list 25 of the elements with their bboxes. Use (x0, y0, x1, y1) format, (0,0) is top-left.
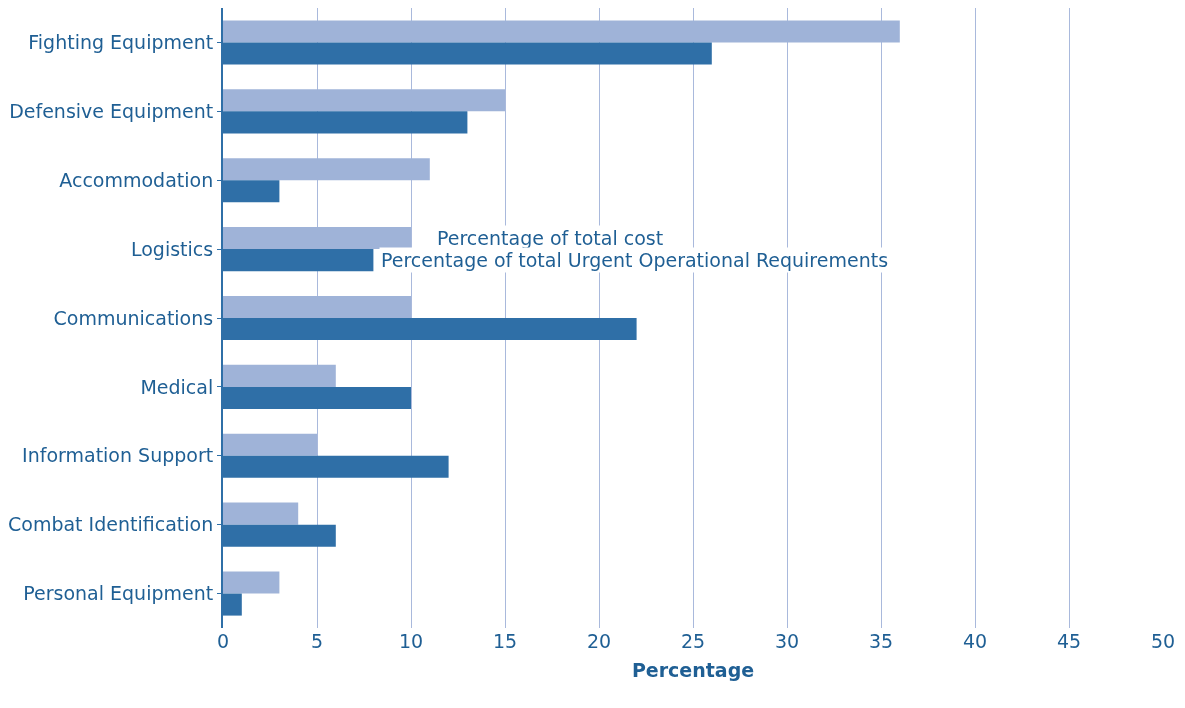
x-tick-label: 40 (962, 630, 988, 652)
bar (223, 502, 299, 525)
x-tick-label: 45 (1056, 630, 1082, 652)
x-tick-label: 0 (216, 630, 230, 652)
y-tick-label: Communications (53, 306, 214, 329)
x-tick-label: 10 (398, 630, 424, 652)
x-axis-title: Percentage (631, 658, 755, 681)
y-tick-label: Medical (140, 375, 214, 398)
y-tick-label: Combat Identification (8, 513, 214, 536)
x-tick-label: 50 (1150, 630, 1176, 652)
bar (223, 571, 280, 594)
y-tick-label: Logistics (131, 237, 214, 260)
series-label: Percentage of total Urgent Operational Requirements (381, 249, 889, 271)
series-label: Percentage of total cost (437, 227, 664, 249)
x-tick-label: 5 (310, 630, 324, 652)
x-tick-label: 30 (774, 630, 800, 652)
y-tick-label: Fighting Equipment (28, 31, 214, 54)
x-tick-label: 15 (492, 630, 518, 652)
y-tick-label: Accommodation (59, 168, 214, 191)
x-tick-label: 25 (680, 630, 706, 652)
x-tick-label: 20 (586, 630, 612, 652)
y-tick-label: Personal Equipment (23, 582, 214, 605)
y-tick-label: Defensive Equipment (9, 99, 214, 122)
y-tick-label: Information Support (22, 444, 214, 467)
x-tick-label: 35 (868, 630, 894, 652)
